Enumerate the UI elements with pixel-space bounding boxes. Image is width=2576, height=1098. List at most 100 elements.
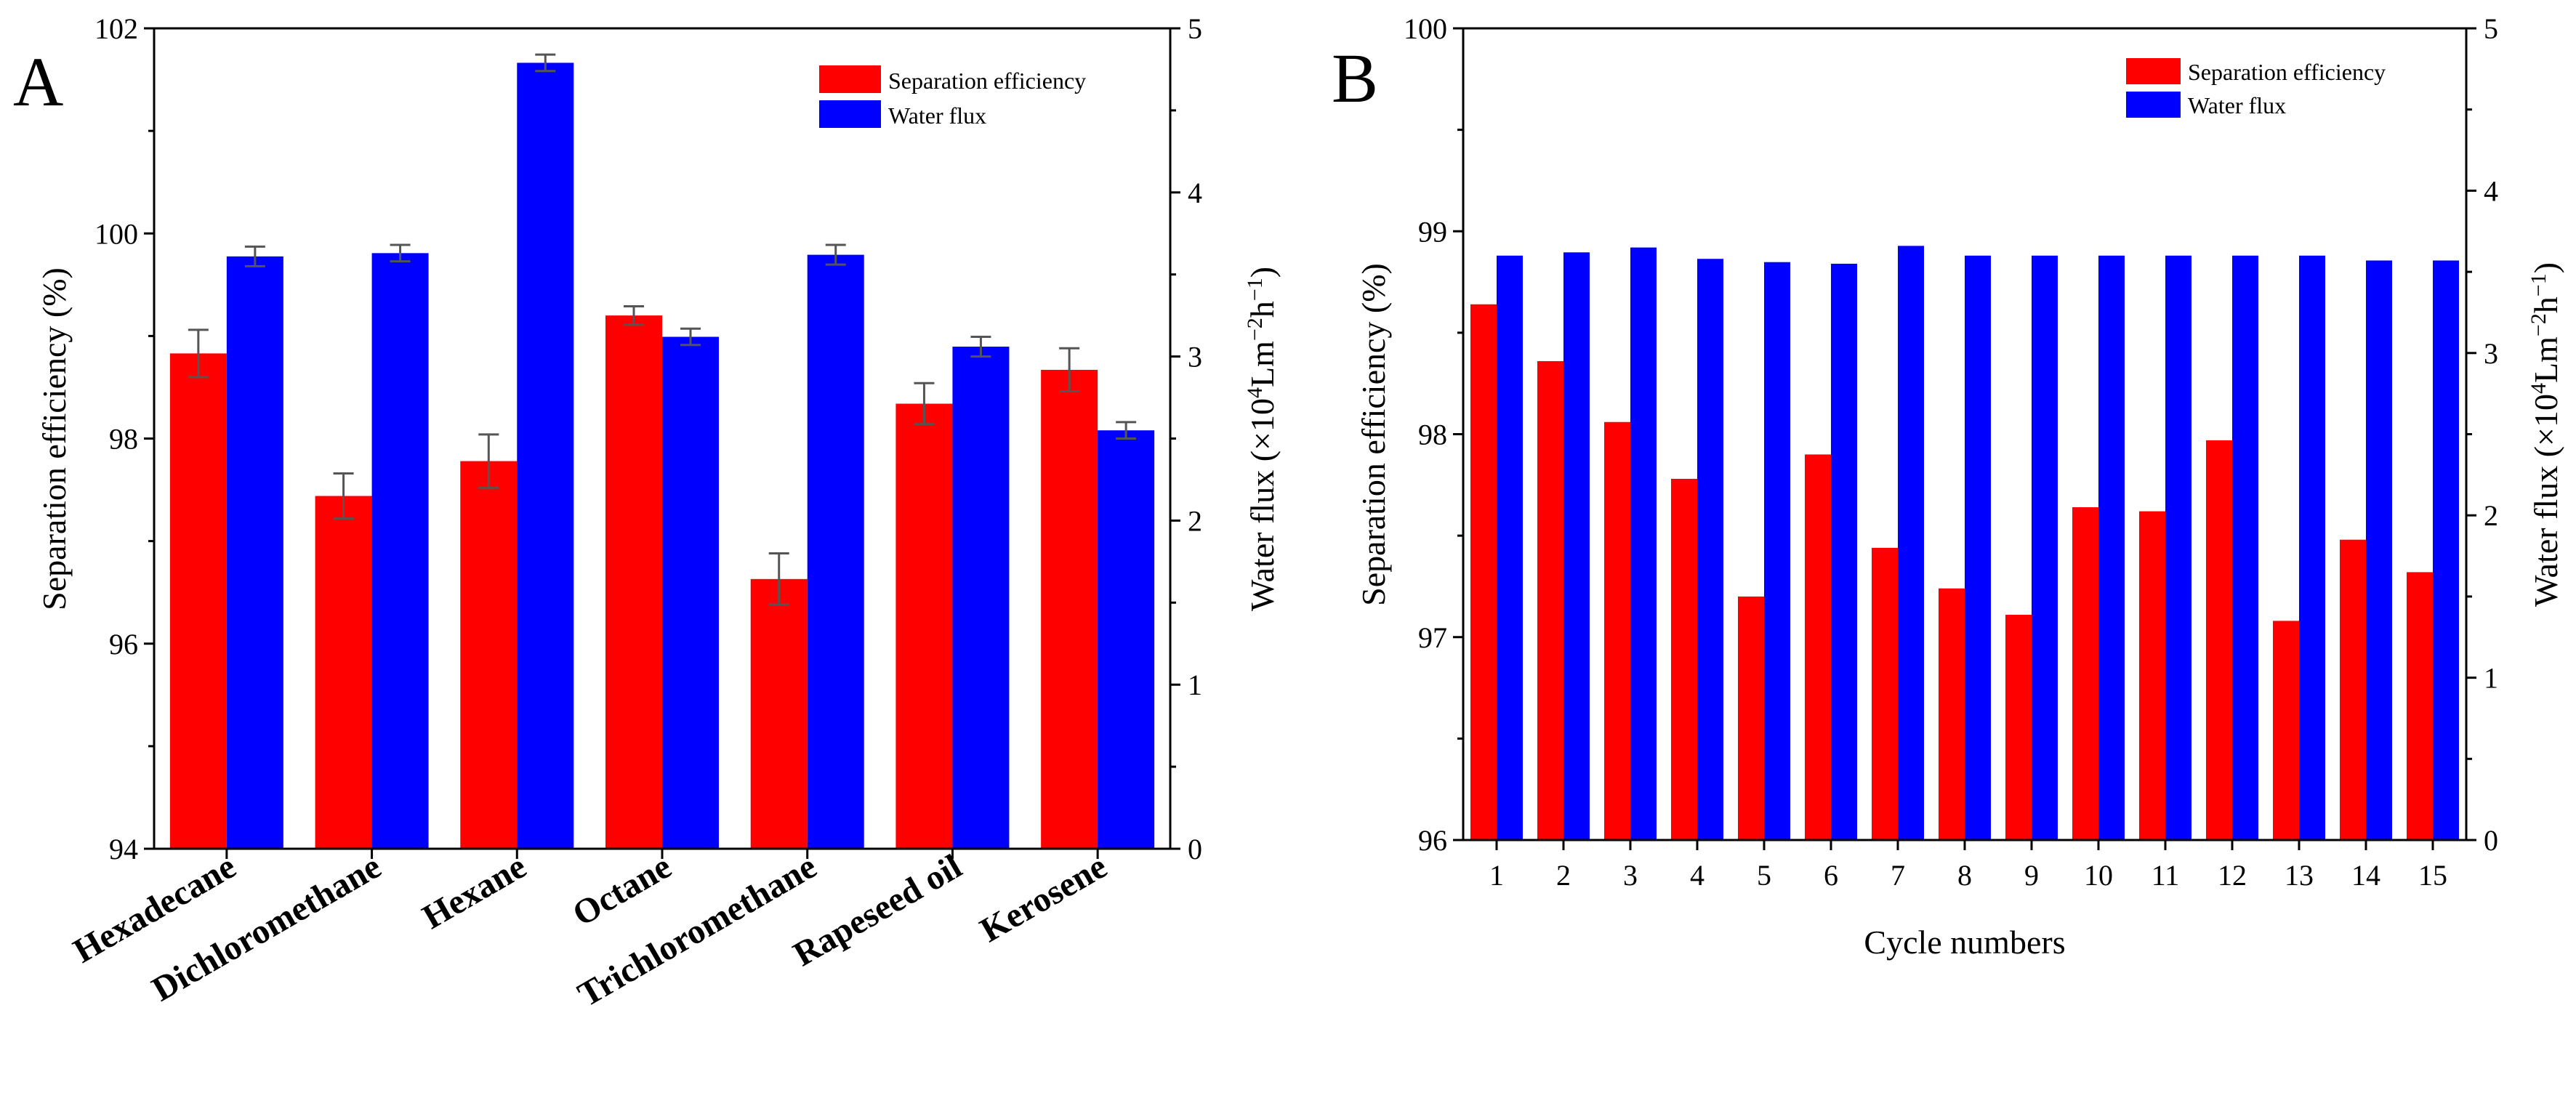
panel-b-x-axis-title: Cycle numbers xyxy=(1864,924,2065,961)
bar-separation-6 xyxy=(1805,454,1831,840)
x-tick-label: 9 xyxy=(2024,859,2039,892)
bar-separation-1 xyxy=(169,353,227,849)
bar-flux-15 xyxy=(2433,260,2459,840)
bar-separation-5 xyxy=(1738,596,1764,840)
bar-flux-3 xyxy=(1630,247,1657,841)
y2-title-mid: Lm xyxy=(2527,336,2564,383)
y2-title-end: ) xyxy=(2527,262,2564,273)
y-tick-label: 96 xyxy=(1418,824,1447,857)
bar-separation-9 xyxy=(2005,615,2032,840)
y2-title-sup1: 4 xyxy=(1243,387,1267,398)
legend-swatch-separation xyxy=(2126,58,2181,84)
x-tick-label: 1 xyxy=(1489,859,1504,892)
x-tick-label: 14 xyxy=(2351,859,2380,892)
x-tick-label: 7 xyxy=(1891,859,1905,892)
bar-separation-12 xyxy=(2206,440,2232,840)
y-tick-label: 97 xyxy=(1418,621,1447,654)
y2-title-mid2: h xyxy=(1244,301,1281,318)
y2-tick-label: 5 xyxy=(1188,12,1202,45)
bar-separation-5 xyxy=(750,578,808,849)
bar-separation-4 xyxy=(605,315,662,849)
bar-flux-3 xyxy=(517,62,574,849)
bar-flux-4 xyxy=(1697,259,1723,840)
y2-tick-label: 0 xyxy=(2484,824,2498,857)
panel-b-legend: Separation efficiency Water flux xyxy=(2126,58,2386,118)
bar-separation-8 xyxy=(1939,588,1965,840)
x-category-label: Octane xyxy=(566,847,677,934)
bar-flux-5 xyxy=(807,254,864,849)
bar-separation-6 xyxy=(895,403,953,849)
bar-flux-12 xyxy=(2232,255,2258,840)
y-tick-label: 94 xyxy=(109,833,138,865)
x-category-label: Trichloromethane xyxy=(571,847,823,1014)
panel-a-letter: A xyxy=(13,43,63,121)
y2-title-sup2: −2 xyxy=(1243,318,1267,341)
bar-separation-11 xyxy=(2139,511,2165,840)
bar-flux-8 xyxy=(1965,255,1991,840)
legend-label-flux: Water flux xyxy=(888,102,986,129)
panel-a-y2-axis-title: Water flux (×104Lm−2h−1) xyxy=(1243,267,1281,611)
bar-flux-6 xyxy=(952,347,1010,849)
y2-tick-label: 2 xyxy=(2484,499,2498,532)
bar-flux-7 xyxy=(1898,246,1924,841)
x-tick-label: 11 xyxy=(2152,859,2180,892)
x-tick-label: 13 xyxy=(2285,859,2314,892)
legend-swatch-flux xyxy=(819,100,881,128)
legend-swatch-separation xyxy=(819,65,881,93)
y-tick-label: 99 xyxy=(1418,215,1447,248)
x-tick-label: 6 xyxy=(1824,859,1838,892)
x-category-label: Kerosene xyxy=(974,847,1114,950)
bar-flux-1 xyxy=(226,256,283,849)
bar-flux-2 xyxy=(1563,252,1590,840)
panel-a-legend: Separation efficiency Water flux xyxy=(819,65,1086,129)
bar-flux-5 xyxy=(1764,262,1790,840)
bar-flux-2 xyxy=(371,253,429,849)
y2-title-sup3: −1 xyxy=(1243,278,1267,301)
y2-title-mid: Lm xyxy=(1244,341,1281,387)
x-tick-label: 3 xyxy=(1623,859,1638,892)
y2-title-main: Water flux (×10 xyxy=(1244,398,1281,611)
bar-flux-7 xyxy=(1098,430,1155,849)
y2-tick-label: 4 xyxy=(1188,177,1202,209)
bar-separation-2 xyxy=(1537,360,1563,841)
y2-title-end: ) xyxy=(1244,267,1281,278)
x-tick-label: 10 xyxy=(2084,859,2113,892)
y2-tick-label: 1 xyxy=(1188,669,1202,701)
y-tick-label: 98 xyxy=(1418,419,1447,451)
y2-title-mid2: h xyxy=(2527,296,2564,313)
x-tick-label: 2 xyxy=(1556,859,1571,892)
x-tick-label: 15 xyxy=(2418,859,2447,892)
bar-separation-3 xyxy=(1604,421,1630,840)
y-tick-label: 98 xyxy=(109,423,138,456)
y2-title-sup3: −1 xyxy=(2527,273,2551,296)
x-tick-label: 8 xyxy=(1957,859,1972,892)
bar-flux-10 xyxy=(2098,255,2125,840)
legend-label-separation: Separation efficiency xyxy=(888,68,1086,94)
bar-separation-15 xyxy=(2407,572,2433,840)
y2-tick-label: 0 xyxy=(1188,833,1202,865)
y2-title-main: Water flux (×10 xyxy=(2527,394,2564,607)
bar-separation-14 xyxy=(2340,539,2366,840)
y2-title-sup1: 4 xyxy=(2527,383,2551,394)
bar-separation-4 xyxy=(1671,478,1697,840)
bar-separation-2 xyxy=(315,496,372,849)
bar-separation-3 xyxy=(460,461,518,849)
y-tick-label: 100 xyxy=(1404,12,1447,45)
bar-flux-4 xyxy=(662,336,719,849)
y2-tick-label: 3 xyxy=(2484,337,2498,370)
y-tick-label: 100 xyxy=(94,217,138,250)
bar-flux-11 xyxy=(2165,255,2191,840)
bar-separation-13 xyxy=(2273,621,2299,840)
y2-tick-label: 1 xyxy=(2484,662,2498,695)
x-tick-label: 12 xyxy=(2218,859,2247,892)
legend-swatch-flux xyxy=(2126,92,2181,118)
legend-label-flux: Water flux xyxy=(2188,92,2286,118)
legend-label-separation: Separation efficiency xyxy=(2188,59,2386,85)
panel-b-y-axis-title: Separation efficiency (%) xyxy=(1355,263,1392,606)
bar-flux-14 xyxy=(2366,260,2392,840)
y2-tick-label: 3 xyxy=(1188,341,1202,374)
y2-tick-label: 4 xyxy=(2484,174,2498,207)
x-category-label: Hexane xyxy=(416,847,532,937)
